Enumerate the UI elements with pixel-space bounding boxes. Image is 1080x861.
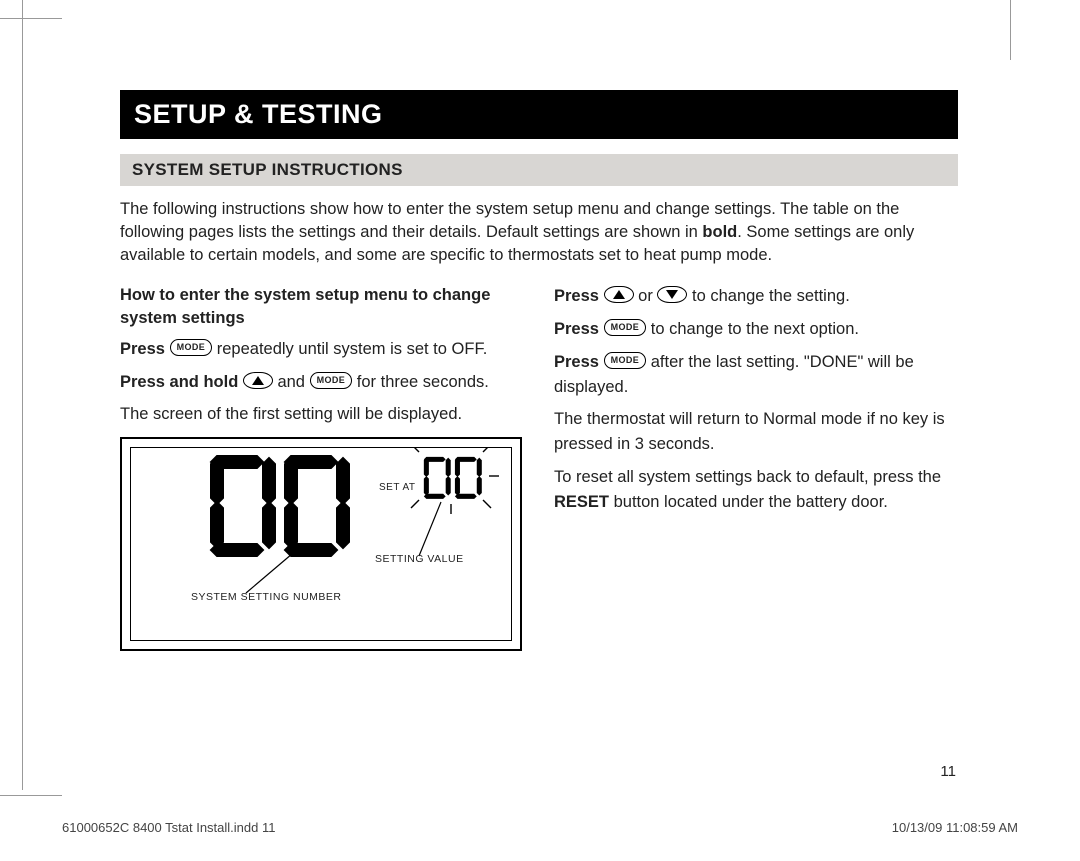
two-column-layout: How to enter the system setup menu to ch… [120, 284, 958, 651]
right-step-1: Press or to change the setting. [554, 284, 958, 309]
intro-paragraph: The following instructions show how to e… [120, 198, 958, 266]
footer-timestamp: 10/13/09 11:08:59 AM [892, 820, 1018, 835]
crop-mark-right [1010, 0, 1011, 60]
lcd-setting-number-label: SYSTEM SETTING NUMBER [191, 590, 342, 606]
crop-mark-left [22, 0, 23, 790]
left-step-1-tail: repeatedly until system is set to OFF. [212, 340, 487, 358]
section-subhead: SYSTEM SETUP INSTRUCTIONS [120, 154, 958, 186]
mode-button-icon: MODE [604, 352, 647, 369]
mode-button-icon: MODE [604, 319, 647, 336]
lcd-setat-label: SET AT [379, 480, 416, 495]
right-step-4: The thermostat will return to Normal mod… [554, 407, 958, 457]
left-step-2-tail: for three seconds. [352, 373, 489, 391]
page-content: SETUP & TESTING SYSTEM SETUP INSTRUCTION… [120, 90, 958, 651]
reset-bold: RESET [554, 493, 609, 511]
left-step-2: Press and hold and MODE for three second… [120, 370, 524, 395]
crop-mark-top [0, 18, 62, 19]
mode-button-icon: MODE [170, 339, 213, 356]
lcd-svg [131, 448, 511, 641]
lcd-setting-value-label: SETTING VALUE [375, 552, 464, 568]
right-step-1-tail: to change the setting. [687, 287, 849, 305]
left-column: How to enter the system setup menu to ch… [120, 284, 524, 651]
right-step-2: Press MODE to change to the next option. [554, 317, 958, 342]
press-label: Press [554, 320, 599, 338]
left-title: How to enter the system setup menu to ch… [120, 284, 524, 329]
intro-bold: bold [702, 223, 737, 241]
print-footer: 61000652C 8400 Tstat Install.indd 11 10/… [62, 820, 1018, 835]
up-arrow-icon [243, 372, 273, 389]
right-step-1-or: or [634, 287, 658, 305]
right-step-5b: button located under the battery door. [609, 493, 888, 511]
right-step-5: To reset all system settings back to def… [554, 465, 958, 515]
footer-file: 61000652C 8400 Tstat Install.indd 11 [62, 820, 275, 835]
press-label: Press [120, 340, 165, 358]
right-step-5a: To reset all system settings back to def… [554, 468, 941, 486]
right-step-3: Press MODE after the last setting. "DONE… [554, 350, 958, 400]
lcd-diagram: SET AT SETTING VALUE SYSTEM SETTING NUMB… [120, 437, 522, 651]
left-step-1: Press MODE repeatedly until system is se… [120, 337, 524, 362]
down-arrow-icon [657, 286, 687, 303]
right-column: Press or to change the setting. Press MO… [554, 284, 958, 651]
page-number: 11 [940, 763, 956, 780]
press-label: Press [554, 353, 599, 371]
crop-mark-bottom [0, 795, 62, 796]
right-step-2-tail: to change to the next option. [646, 320, 859, 338]
section-banner: SETUP & TESTING [120, 90, 958, 139]
mode-button-icon: MODE [310, 372, 353, 389]
lcd-inner: SET AT SETTING VALUE SYSTEM SETTING NUMB… [130, 447, 512, 641]
up-arrow-icon [604, 286, 634, 303]
press-label: Press [554, 287, 599, 305]
left-step-3: The screen of the first setting will be … [120, 402, 524, 427]
left-step-2-mid: and [273, 373, 310, 391]
press-hold-label: Press and hold [120, 373, 238, 391]
